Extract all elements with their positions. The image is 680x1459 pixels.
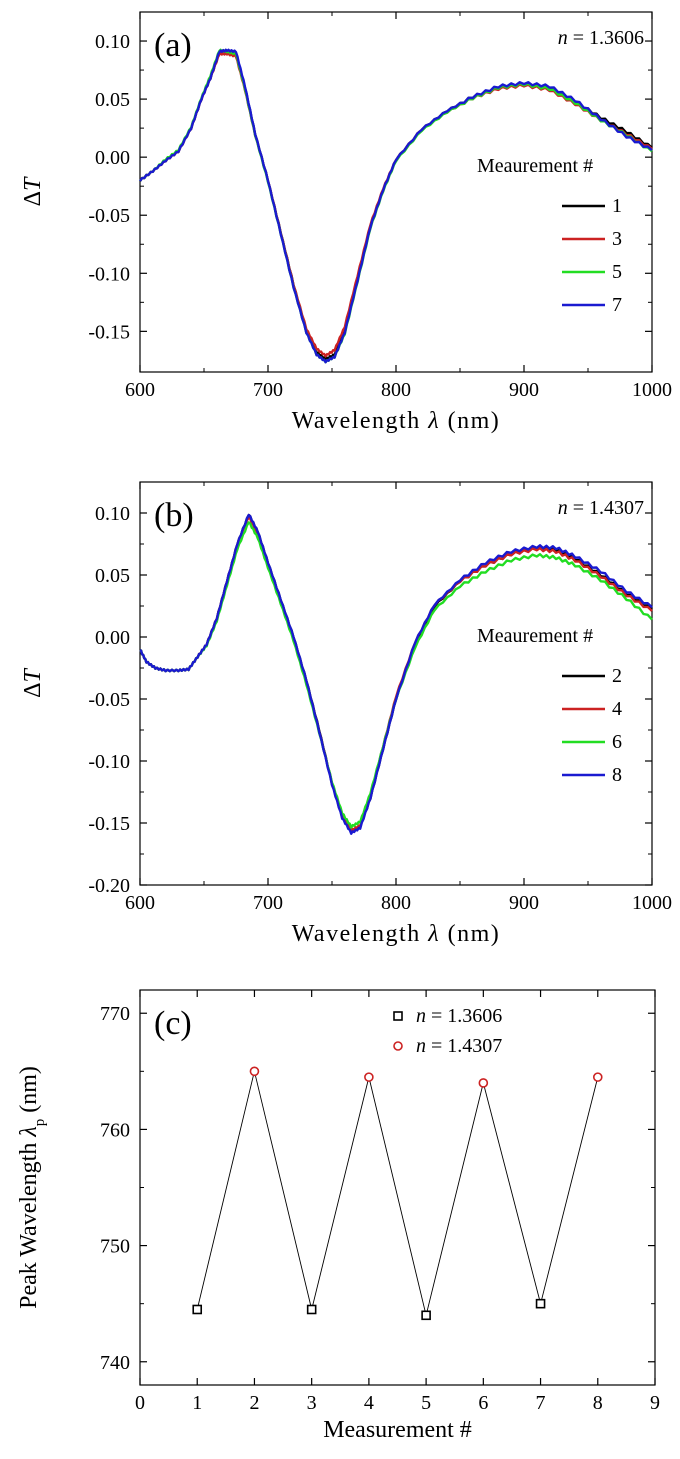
y-tick-label: 770: [100, 1003, 130, 1025]
y-tick-label: -0.15: [88, 321, 130, 343]
y-tick-label: -0.10: [88, 263, 130, 285]
y-axis-label: Peak Wavelength λp (nm): [16, 1066, 48, 1309]
y-tick-label: 0.05: [95, 565, 130, 587]
y-tick-label: 740: [100, 1352, 130, 1374]
legend-marker-square: [393, 1011, 403, 1021]
plot-frame: [139, 11, 653, 373]
data-point-circle: [592, 1072, 603, 1082]
x-tick-label: 6: [478, 1392, 488, 1414]
y-tick-label: 0.05: [95, 89, 130, 111]
x-tick-label: 600: [125, 892, 155, 914]
refractive-index-annotation: n = 1.4307: [558, 497, 644, 519]
x-tick-label: 900: [509, 379, 539, 401]
x-tick-label: 4: [364, 1392, 374, 1414]
x-tick-label: 8: [593, 1392, 603, 1414]
legend-label-6: 6: [612, 731, 622, 753]
legend-title: Meaurement #: [477, 155, 593, 177]
legend-label-8: 8: [612, 764, 622, 786]
y-tick-label: -0.15: [88, 813, 130, 835]
data-point-circle: [478, 1078, 489, 1088]
legend-label-5: 5: [612, 261, 622, 283]
legend-label-1: 1: [612, 195, 622, 217]
legend-marker-circle: [393, 1041, 403, 1051]
x-tick-label: 5: [421, 1392, 431, 1414]
x-axis-label: Wavelength λ (nm): [292, 921, 501, 947]
x-tick-label: 1000: [632, 892, 672, 914]
x-tick-label: 600: [125, 379, 155, 401]
legend-label-7: 7: [612, 294, 622, 316]
y-axis-label: ΔT: [20, 667, 46, 697]
refractive-index-annotation: n = 1.3606: [558, 27, 644, 49]
y-tick-label: 0.00: [95, 147, 130, 169]
y-tick-label: 760: [100, 1119, 130, 1141]
legend-label: n = 1.3606: [416, 1005, 502, 1027]
series-line-8: [139, 513, 653, 835]
y-tick-label: -0.05: [88, 689, 130, 711]
panel-label: (a): [154, 27, 192, 64]
x-tick-label: 900: [509, 892, 539, 914]
y-tick-label: 0.00: [95, 627, 130, 649]
y-tick-label: 0.10: [95, 503, 130, 525]
x-tick-label: 7: [536, 1392, 546, 1414]
x-axis-label: Measurement #: [323, 1417, 472, 1443]
y-tick-label: -0.05: [88, 205, 130, 227]
legend-label-4: 4: [612, 698, 622, 720]
x-axis-label: Wavelength λ (nm): [292, 408, 501, 434]
panel-a: 600 700 800 900 1000 0.10 0.05 0.00 -0.05 -0.10 -0…: [20, 11, 672, 434]
panel-label: (c): [154, 1005, 192, 1042]
x-tick-label: 700: [253, 379, 283, 401]
x-tick-label: 800: [381, 379, 411, 401]
x-tick-label: 1: [192, 1392, 202, 1414]
x-tick-label: 9: [650, 1392, 660, 1414]
data-point-square: [535, 1298, 546, 1309]
x-tick-label: 700: [253, 892, 283, 914]
y-tick-label: 750: [100, 1236, 130, 1258]
panel-label: (b): [154, 497, 194, 534]
data-point-square: [421, 1310, 431, 1321]
x-tick-label: 0: [135, 1392, 145, 1414]
data-point-circle: [249, 1066, 260, 1077]
legend-title: Meaurement #: [477, 625, 593, 647]
panel-c: 0 1 2 3 4 5 6 7 8 9 740 750 760 770 (c) Measurement # Pe…: [16, 989, 660, 1443]
x-tick-label: 3: [307, 1392, 317, 1414]
x-tick-label: 800: [381, 892, 411, 914]
data-point-circle: [364, 1072, 374, 1082]
panel-b: 600 700 800 900 1000 0.10 0.05 0.00 -0.05 -0.10 -0…: [20, 481, 672, 947]
y-axis-label: ΔT: [20, 176, 46, 206]
data-point-square: [306, 1304, 317, 1315]
x-tick-label: 1000: [632, 379, 672, 401]
connecting-line: [196, 1071, 599, 1316]
legend-label: n = 1.4307: [416, 1035, 502, 1057]
series-line-7: [139, 48, 653, 364]
data-point-square: [192, 1304, 203, 1315]
y-tick-label: -0.20: [88, 875, 130, 897]
plot-frame: [139, 481, 653, 886]
x-tick-label: 2: [249, 1392, 259, 1414]
y-tick-label: 0.10: [95, 31, 130, 53]
legend-label-3: 3: [612, 228, 622, 250]
y-tick-label: -0.10: [88, 751, 130, 773]
legend-label-2: 2: [612, 665, 622, 687]
